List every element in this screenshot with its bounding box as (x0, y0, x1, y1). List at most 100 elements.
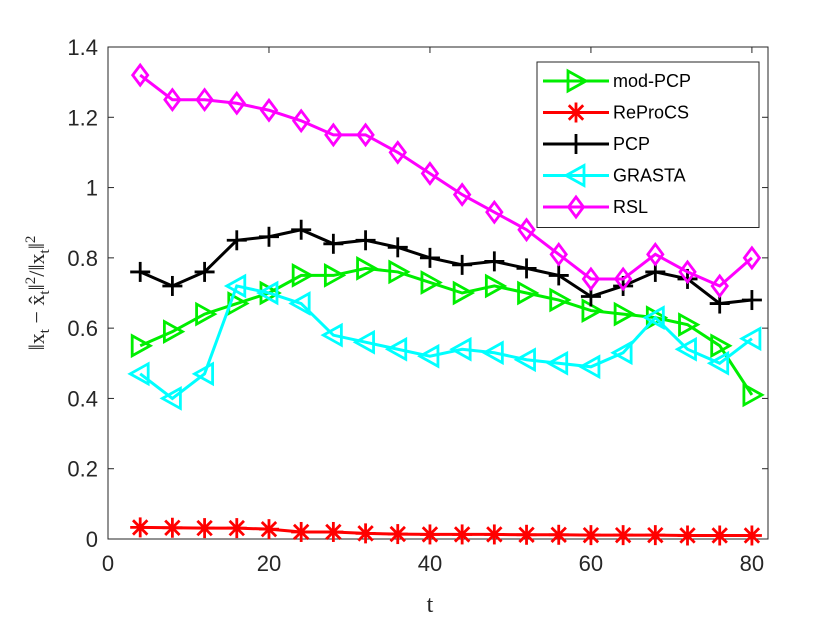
data-point (739, 326, 762, 352)
data-point (420, 161, 440, 186)
data-point (387, 524, 408, 545)
data-point (195, 87, 214, 113)
data-point (226, 230, 247, 251)
series-grasta (127, 273, 762, 411)
data-point (194, 518, 215, 539)
legend-label: RSL (613, 197, 648, 217)
legend-swatch-marker (566, 102, 586, 123)
series-layer (127, 62, 765, 546)
data-point (159, 386, 182, 411)
data-point (323, 263, 347, 288)
data-point (484, 251, 505, 272)
data-point (709, 525, 730, 546)
legend-label: mod-PCP (613, 71, 691, 91)
data-point (388, 259, 411, 285)
data-point (613, 266, 633, 292)
data-point (545, 350, 569, 376)
data-point (387, 237, 408, 258)
data-point (484, 524, 505, 545)
data-point (517, 217, 536, 243)
x-tick-label: 0 (102, 551, 114, 576)
data-point (548, 265, 569, 286)
data-point (163, 87, 182, 113)
data-point (195, 301, 218, 327)
y-axis-label: ‖xt − x̂t‖2/‖xt‖2 (23, 236, 53, 351)
data-point (352, 329, 375, 355)
data-point (610, 340, 633, 366)
data-point (162, 319, 186, 345)
data-point (130, 261, 151, 282)
data-point (513, 347, 536, 373)
data-point (420, 270, 443, 295)
y-tick-label: 1 (86, 176, 98, 201)
x-tick-label: 60 (579, 551, 603, 576)
x-tick-label: 20 (257, 551, 281, 576)
series-pcp (130, 219, 762, 314)
data-point (481, 340, 504, 366)
data-point (419, 524, 440, 545)
data-point (452, 280, 476, 306)
data-point (452, 254, 473, 275)
legend-label: GRASTA (613, 166, 686, 186)
data-point (130, 517, 151, 538)
legend-swatch-marker (566, 134, 586, 154)
data-point (130, 333, 154, 359)
data-point (516, 258, 537, 279)
data-point (517, 280, 540, 306)
data-point (710, 273, 729, 299)
data-point (384, 336, 408, 362)
data-point (130, 62, 150, 88)
series-line (139, 284, 753, 401)
data-point (356, 122, 375, 148)
y-tick-label: 0.4 (67, 386, 98, 411)
data-point (320, 322, 343, 348)
data-point (580, 525, 601, 546)
data-point (642, 305, 665, 330)
data-point (258, 519, 279, 540)
legend-label: ReProCS (613, 103, 689, 123)
data-point (578, 354, 601, 380)
data-point (388, 140, 408, 165)
data-point (256, 280, 279, 306)
data-point (646, 242, 665, 267)
data-point (613, 301, 637, 327)
data-point (741, 290, 762, 311)
data-point (356, 256, 379, 281)
legend-item: RSL (543, 194, 648, 220)
data-point (291, 263, 315, 288)
data-point (355, 523, 376, 544)
data-point (674, 336, 697, 362)
data-point (452, 182, 472, 207)
data-point (162, 275, 183, 296)
data-point (484, 273, 508, 299)
data-point (258, 226, 279, 247)
y-tick-label: 1.4 (67, 35, 98, 60)
data-point (485, 199, 504, 225)
legend-label: PCP (613, 134, 650, 154)
legend-swatch-marker (566, 194, 586, 220)
data-point (678, 259, 697, 285)
svg-text:‖xt − x̂t‖2/‖xt‖2: ‖xt − x̂t‖2/‖xt‖2 (23, 236, 53, 351)
data-point (613, 525, 634, 546)
y-tick-label: 0 (86, 527, 98, 552)
data-point (449, 336, 472, 362)
data-point (742, 382, 765, 408)
data-point (324, 122, 343, 148)
legend-swatch-marker (563, 163, 586, 188)
data-point (549, 287, 572, 313)
axis-ticks: 0 20 40 60 80 0 0.2 0.4 0.6 0.8 1 1.2 1.4 (67, 35, 768, 576)
data-point (678, 312, 701, 338)
y-tick-label: 0.2 (67, 457, 98, 482)
data-point (706, 350, 730, 376)
data-point (417, 343, 440, 369)
data-point (288, 291, 311, 316)
data-point (291, 521, 312, 542)
legend-item: PCP (543, 134, 650, 154)
data-point (452, 524, 473, 545)
data-point (742, 245, 762, 271)
data-point (323, 233, 344, 254)
x-tick-label: 80 (740, 551, 764, 576)
y-tick-label: 0.8 (67, 246, 98, 271)
data-point (548, 524, 569, 545)
